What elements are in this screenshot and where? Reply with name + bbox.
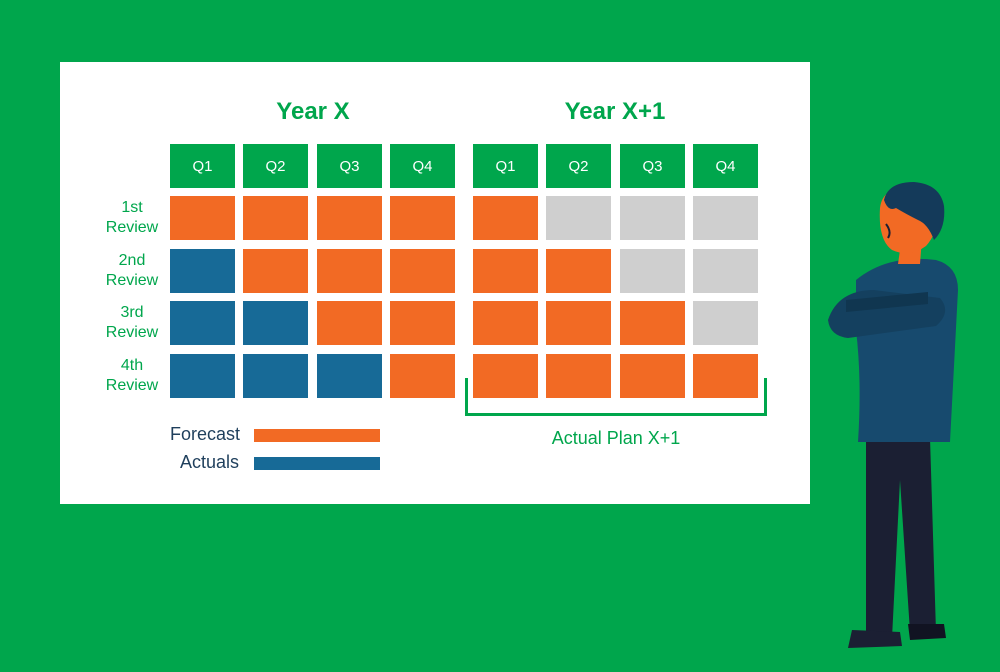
forecast-cell <box>620 301 685 345</box>
forecast-cell <box>473 196 538 240</box>
actuals-cell <box>243 354 308 398</box>
forecast-cell <box>170 196 235 240</box>
review-row-label: 3rd Review <box>105 304 159 341</box>
thinking-man-illustration <box>828 182 958 648</box>
empty-cell <box>620 249 685 293</box>
empty-cell <box>693 301 758 345</box>
quarter-header-year-x-q4: Q4 <box>390 144 455 188</box>
actuals-cell <box>317 354 382 398</box>
forecast-cell <box>243 249 308 293</box>
forecast-cell <box>473 301 538 345</box>
quarter-header-year-x1-q3: Q3 <box>620 144 685 188</box>
forecast-cell <box>390 301 455 345</box>
quarter-header-year-x1-q4: Q4 <box>693 144 758 188</box>
actuals-cell <box>170 301 235 345</box>
review-board: Year X Year X+1 Q1 Q2 Q3 Q4 Q1 Q2 Q3 Q4 1st Revi… <box>60 62 810 504</box>
quarter-header-year-x1-q1: Q1 <box>473 144 538 188</box>
forecast-cell <box>317 301 382 345</box>
empty-cell <box>693 249 758 293</box>
year-x1-title: Year X+1 <box>564 98 666 125</box>
review-row-label: 1st Review <box>105 199 159 236</box>
actual-plan-label: Actual Plan X+1 <box>551 428 681 448</box>
actuals-cell <box>170 249 235 293</box>
forecast-cell <box>546 249 611 293</box>
forecast-cell <box>473 249 538 293</box>
forecast-cell <box>473 354 538 398</box>
actuals-cell <box>170 354 235 398</box>
plan-bracket <box>465 378 767 416</box>
forecast-cell <box>390 196 455 240</box>
forecast-cell <box>693 354 758 398</box>
legend-forecast-label: Forecast <box>170 424 241 444</box>
quarter-header-year-x-q3: Q3 <box>317 144 382 188</box>
quarter-header-year-x-q2: Q2 <box>243 144 308 188</box>
forecast-cell <box>546 301 611 345</box>
review-row-label: 4th Review <box>105 357 159 394</box>
forecast-cell <box>390 354 455 398</box>
legend-actuals-label: Actuals <box>180 452 240 472</box>
forecast-cell <box>243 196 308 240</box>
forecast-cell <box>317 196 382 240</box>
forecast-cell <box>620 354 685 398</box>
empty-cell <box>693 196 758 240</box>
legend-actuals-swatch <box>254 457 380 470</box>
quarter-header-year-x-q1: Q1 <box>170 144 235 188</box>
empty-cell <box>546 196 611 240</box>
empty-cell <box>620 196 685 240</box>
actuals-cell <box>243 301 308 345</box>
forecast-cell <box>546 354 611 398</box>
forecast-cell <box>317 249 382 293</box>
year-x-title: Year X <box>276 98 350 125</box>
quarter-header-year-x1-q2: Q2 <box>546 144 611 188</box>
forecast-cell <box>390 249 455 293</box>
review-row-label: 2nd Review <box>105 252 159 289</box>
legend-forecast-swatch <box>254 429 380 442</box>
